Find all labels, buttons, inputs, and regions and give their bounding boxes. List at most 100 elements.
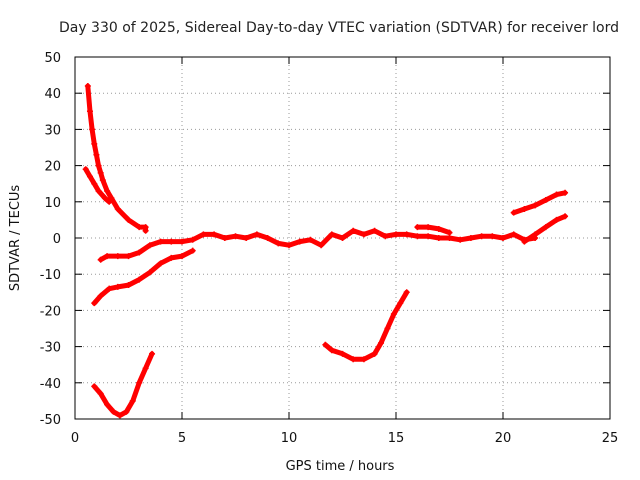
data-point [414, 233, 421, 240]
data-point [142, 227, 149, 234]
data-point [403, 231, 410, 238]
data-point [532, 231, 539, 238]
data-point [435, 225, 442, 232]
y-tick-label: -20 [40, 304, 61, 319]
data-point [91, 300, 98, 307]
data-point [403, 289, 410, 296]
data-point [157, 238, 164, 245]
x-tick-label: 25 [602, 431, 619, 446]
y-tick-label: -50 [40, 413, 61, 428]
data-point [125, 216, 132, 223]
data-point [149, 350, 156, 357]
y-tick-label: -30 [40, 341, 61, 356]
series-trace-6 [322, 289, 410, 363]
data-point [86, 108, 93, 115]
data-point [446, 229, 453, 236]
data-point [125, 253, 132, 260]
data-point [307, 236, 314, 243]
data-point [397, 300, 404, 307]
series-trace-3 [97, 227, 539, 263]
data-point [114, 253, 121, 260]
data-point [95, 187, 102, 194]
data-point [322, 341, 329, 348]
data-point [189, 247, 196, 254]
data-point [371, 350, 378, 357]
y-tick-label: 10 [44, 196, 61, 211]
data-point [378, 339, 385, 346]
data-point [101, 195, 108, 202]
data-series [82, 82, 569, 419]
data-point [146, 242, 153, 249]
series-trace-9 [521, 213, 569, 245]
x-axis-label: GPS time / hours [286, 459, 395, 474]
y-tick-label: -10 [40, 268, 61, 283]
data-point [168, 254, 175, 261]
data-point [435, 235, 442, 241]
data-point [521, 206, 528, 213]
data-point [91, 383, 98, 390]
data-point [382, 233, 389, 240]
data-point [104, 187, 111, 194]
data-point [532, 202, 539, 209]
data-point [286, 242, 292, 249]
data-point [123, 408, 130, 415]
data-point [84, 82, 91, 89]
plot-frame [74, 56, 611, 420]
data-point [82, 166, 89, 173]
data-point [114, 206, 121, 213]
data-point [542, 224, 549, 231]
data-point [110, 408, 117, 415]
data-point [104, 253, 111, 260]
data-point [562, 189, 569, 196]
data-point [97, 256, 104, 263]
data-point [390, 311, 397, 318]
data-point [89, 126, 96, 133]
series-line [91, 351, 155, 418]
data-point [189, 236, 196, 243]
data-point [99, 177, 106, 184]
data-point [200, 231, 207, 238]
data-point [425, 224, 432, 231]
data-point [371, 227, 378, 234]
data-point [339, 350, 346, 357]
data-point [521, 238, 528, 245]
data-point [179, 253, 185, 260]
data-point [93, 151, 100, 158]
data-point [350, 227, 357, 234]
x-tick-label: 5 [178, 431, 186, 446]
data-point [95, 162, 102, 169]
data-point [457, 236, 464, 243]
data-point [384, 325, 391, 332]
data-point [91, 180, 98, 187]
data-point [360, 231, 367, 238]
series-trace-8 [510, 189, 569, 216]
series-trace-2 [82, 166, 113, 205]
data-point [360, 356, 367, 363]
data-point [425, 233, 432, 240]
data-point [136, 276, 143, 283]
data-point [350, 356, 357, 363]
series-trace-4 [91, 247, 196, 307]
y-tick-label: -40 [40, 377, 61, 392]
series-trace-7 [414, 224, 453, 236]
data-point [157, 260, 164, 267]
series-line [414, 224, 452, 236]
data-point [318, 242, 325, 249]
chart-title: Day 330 of 2025, Sidereal Day-to-day VTE… [59, 20, 619, 36]
data-point [179, 238, 185, 245]
x-tick-label: 0 [71, 431, 79, 446]
data-point [97, 169, 104, 176]
data-point [221, 235, 228, 241]
y-tick-label: 0 [53, 232, 61, 247]
data-point [146, 269, 153, 276]
y-tick-label: 30 [44, 123, 61, 138]
data-point [264, 235, 271, 241]
data-point [108, 195, 115, 202]
y-axis-label: SDTVAR / TECUs [8, 185, 23, 292]
data-point [510, 209, 517, 216]
data-point [478, 233, 485, 240]
series-trace-5 [91, 350, 156, 419]
data-point [97, 390, 104, 397]
data-point [275, 240, 282, 247]
